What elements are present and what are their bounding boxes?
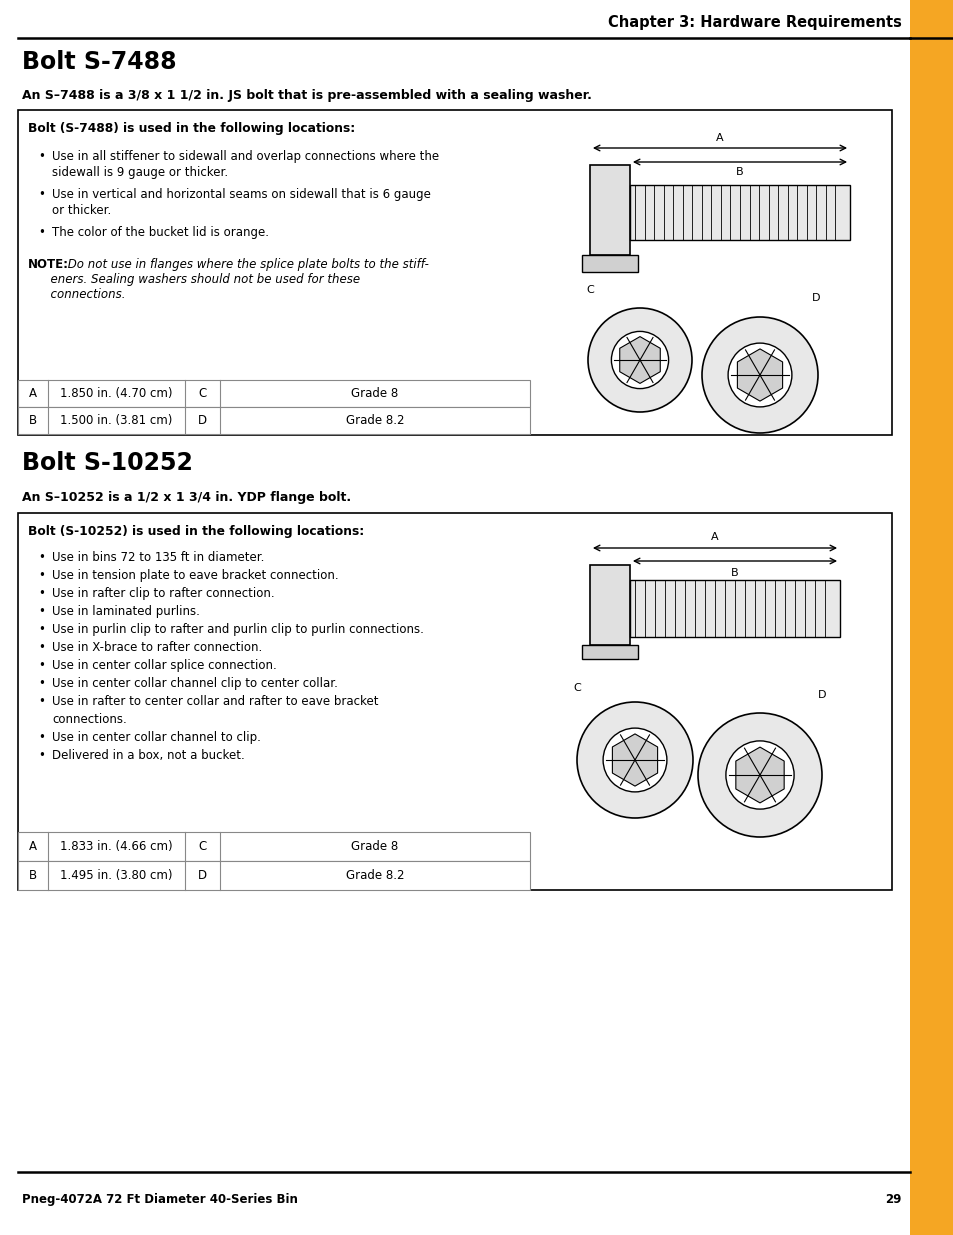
Text: 29: 29 (884, 1193, 901, 1207)
Text: 1.850 in. (4.70 cm): 1.850 in. (4.70 cm) (60, 387, 172, 400)
Text: •: • (38, 695, 45, 708)
Text: Use in laminated purlins.: Use in laminated purlins. (52, 605, 200, 618)
Circle shape (611, 331, 668, 389)
Text: An S–7488 is a 3/8 x 1 1/2 in. JS bolt that is pre-assembled with a sealing wash: An S–7488 is a 3/8 x 1 1/2 in. JS bolt t… (22, 89, 591, 101)
Text: or thicker.: or thicker. (52, 204, 112, 217)
Text: •: • (38, 641, 45, 655)
Circle shape (701, 317, 817, 433)
Text: Use in bins 72 to 135 ft in diameter.: Use in bins 72 to 135 ft in diameter. (52, 551, 264, 564)
Text: eners. Sealing washers should not be used for these: eners. Sealing washers should not be use… (28, 273, 359, 287)
Text: •: • (38, 551, 45, 564)
Text: •: • (38, 748, 45, 762)
Text: C: C (198, 840, 207, 853)
Text: NOTE:: NOTE: (28, 258, 69, 270)
Text: •: • (38, 587, 45, 600)
Text: 1.833 in. (4.66 cm): 1.833 in. (4.66 cm) (60, 840, 172, 853)
Text: Bolt S-10252: Bolt S-10252 (22, 451, 193, 475)
Bar (18, 380, 530, 408)
Bar (581, 254, 638, 272)
Text: C: C (573, 683, 580, 693)
Text: B: B (29, 414, 37, 427)
Circle shape (577, 701, 692, 818)
Text: 1.495 in. (3.80 cm): 1.495 in. (3.80 cm) (60, 869, 172, 882)
Circle shape (587, 308, 691, 412)
Bar (581, 645, 638, 659)
Text: •: • (38, 149, 45, 163)
Text: B: B (29, 869, 37, 882)
Text: B: B (736, 167, 743, 177)
Text: Use in X-brace to rafter connection.: Use in X-brace to rafter connection. (52, 641, 262, 655)
Bar (18, 110, 891, 435)
Text: Delivered in a box, not a bucket.: Delivered in a box, not a bucket. (52, 748, 245, 762)
Text: Use in all stiffener to sidewall and overlap connections where the: Use in all stiffener to sidewall and ove… (52, 149, 438, 163)
Text: connections.: connections. (52, 713, 127, 726)
Polygon shape (612, 734, 657, 787)
Bar (18, 408, 530, 433)
Text: An S–10252 is a 1/2 x 1 3/4 in. YDP flange bolt.: An S–10252 is a 1/2 x 1 3/4 in. YDP flan… (22, 490, 351, 504)
Text: D: D (197, 869, 207, 882)
Text: D: D (817, 690, 825, 700)
Circle shape (698, 713, 821, 837)
Bar (18, 513, 891, 890)
Circle shape (725, 741, 793, 809)
Text: sidewall is 9 gauge or thicker.: sidewall is 9 gauge or thicker. (52, 165, 228, 179)
Text: A: A (29, 387, 37, 400)
Text: •: • (38, 622, 45, 636)
Circle shape (727, 343, 791, 406)
Bar (629, 580, 840, 637)
Text: Pneg-4072A 72 Ft Diameter 40-Series Bin: Pneg-4072A 72 Ft Diameter 40-Series Bin (22, 1193, 297, 1207)
Text: Do not use in flanges where the splice plate bolts to the stiff-: Do not use in flanges where the splice p… (64, 258, 429, 270)
Text: •: • (38, 677, 45, 690)
Text: C: C (198, 387, 207, 400)
Text: Grade 8.2: Grade 8.2 (345, 414, 404, 427)
Bar (18, 832, 530, 861)
Text: Use in center collar channel clip to center collar.: Use in center collar channel clip to cen… (52, 677, 337, 690)
Text: Bolt (S-7488) is used in the following locations:: Bolt (S-7488) is used in the following l… (28, 121, 355, 135)
Text: Use in vertical and horizontal seams on sidewall that is 6 gauge: Use in vertical and horizontal seams on … (52, 188, 431, 201)
Text: Use in purlin clip to rafter and purlin clip to purlin connections.: Use in purlin clip to rafter and purlin … (52, 622, 423, 636)
Text: •: • (38, 188, 45, 201)
Polygon shape (735, 747, 783, 803)
Text: Use in center collar splice connection.: Use in center collar splice connection. (52, 659, 276, 672)
Text: Use in center collar channel to clip.: Use in center collar channel to clip. (52, 731, 260, 743)
Polygon shape (619, 337, 659, 383)
Text: Grade 8: Grade 8 (351, 387, 398, 400)
Text: A: A (716, 133, 723, 143)
Text: Use in rafter to center collar and rafter to eave bracket: Use in rafter to center collar and rafte… (52, 695, 378, 708)
Text: The color of the bucket lid is orange.: The color of the bucket lid is orange. (52, 226, 269, 240)
Text: Grade 8: Grade 8 (351, 840, 398, 853)
Text: Use in rafter clip to rafter connection.: Use in rafter clip to rafter connection. (52, 587, 274, 600)
Text: D: D (197, 414, 207, 427)
Text: A: A (710, 532, 718, 542)
Text: Use in tension plate to eave bracket connection.: Use in tension plate to eave bracket con… (52, 569, 338, 582)
Text: Grade 8.2: Grade 8.2 (345, 869, 404, 882)
Text: •: • (38, 605, 45, 618)
Bar (18, 861, 530, 890)
Polygon shape (737, 350, 781, 401)
Text: Chapter 3: Hardware Requirements: Chapter 3: Hardware Requirements (607, 15, 901, 30)
Text: •: • (38, 569, 45, 582)
Text: D: D (811, 293, 820, 303)
Text: C: C (585, 285, 594, 295)
Text: A: A (29, 840, 37, 853)
Bar (629, 185, 849, 240)
Text: •: • (38, 659, 45, 672)
Text: •: • (38, 731, 45, 743)
Text: Bolt S-7488: Bolt S-7488 (22, 49, 176, 74)
Text: Bolt (S-10252) is used in the following locations:: Bolt (S-10252) is used in the following … (28, 525, 364, 537)
Bar (909, 0, 953, 1235)
Text: •: • (38, 226, 45, 240)
Bar (589, 165, 629, 254)
Text: connections.: connections. (28, 288, 126, 301)
Bar (589, 564, 629, 645)
Text: 1.500 in. (3.81 cm): 1.500 in. (3.81 cm) (60, 414, 172, 427)
Circle shape (602, 729, 666, 792)
Text: B: B (730, 568, 738, 578)
